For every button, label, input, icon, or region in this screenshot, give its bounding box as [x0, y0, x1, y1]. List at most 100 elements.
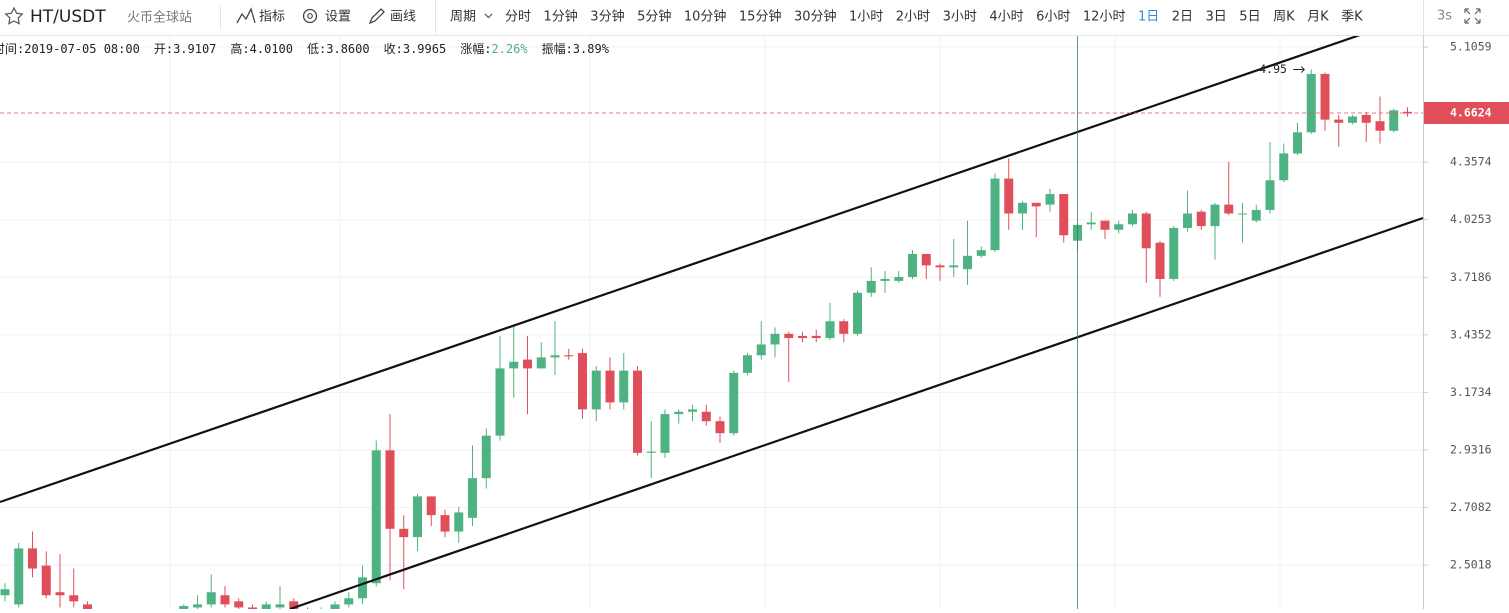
- info-label: 涨幅:: [460, 42, 492, 56]
- candle-body: [261, 604, 271, 609]
- period-button[interactable]: 1小时: [849, 10, 883, 25]
- candle-body: [1004, 178, 1014, 214]
- period-button[interactable]: 10分钟: [684, 9, 727, 25]
- candle-body: [591, 370, 601, 410]
- info-value: 3.9107: [173, 42, 217, 56]
- candle-body: [1224, 204, 1234, 214]
- candle-body: [358, 577, 367, 599]
- candle-body: [1251, 209, 1261, 221]
- candle-body: [1128, 213, 1137, 225]
- trend-channel: [0, 35, 1423, 609]
- candle-body: [69, 595, 79, 602]
- period-button[interactable]: 30分钟: [794, 9, 837, 25]
- candle-body: [1155, 242, 1165, 279]
- period-button[interactable]: 2日: [1172, 10, 1193, 25]
- candle-body: [756, 344, 766, 356]
- candle-body: [344, 598, 354, 605]
- settings-icon[interactable]: [302, 8, 318, 24]
- favorite-icon[interactable]: [4, 6, 24, 25]
- candle-body: [454, 512, 464, 532]
- indicator-icon[interactable]: [236, 7, 256, 24]
- candle-body: [509, 361, 519, 369]
- info-label: 低:: [307, 42, 327, 56]
- period-button[interactable]: 月K: [1307, 10, 1329, 25]
- y-tick-label: 3.7186: [1450, 270, 1492, 284]
- candle-body: [495, 368, 505, 436]
- draw-icon[interactable]: [368, 8, 385, 25]
- candle-body: [371, 450, 381, 584]
- chevron[interactable]: [484, 13, 493, 19]
- period-button[interactable]: 3分钟: [590, 9, 624, 25]
- candle-body: [1018, 202, 1027, 214]
- candle-body: [440, 515, 450, 532]
- candle-body: [28, 548, 37, 569]
- period-button[interactable]: 6小时: [1036, 10, 1070, 25]
- ohlc-info: 时间:2019-07-05 08:00开:3.9107高:4.0100低:3.8…: [0, 40, 609, 57]
- candle-body: [179, 605, 189, 609]
- candle-body: [536, 357, 546, 369]
- candle-body: [330, 604, 340, 609]
- tool-button[interactable]: 指标: [259, 10, 285, 25]
- period-menu[interactable]: 周期: [450, 10, 476, 25]
- settings-icon[interactable]: [307, 13, 313, 19]
- tool-button[interactable]: 设置: [325, 10, 351, 25]
- period-button[interactable]: 12小时: [1083, 10, 1126, 25]
- candle-body: [1045, 194, 1055, 205]
- info-item: 高:4.0100: [230, 40, 293, 57]
- trend-line[interactable]: [289, 216, 1423, 609]
- candle-body: [646, 451, 656, 453]
- candle-body: [935, 265, 945, 268]
- info-item: 时间:2019-07-05 08:00: [0, 40, 140, 57]
- period-button[interactable]: 3日: [1206, 10, 1227, 25]
- info-label: 高:: [230, 42, 250, 56]
- candle-body: [619, 370, 629, 403]
- period-button[interactable]: 1分钟: [544, 9, 578, 25]
- candle-body: [385, 450, 395, 529]
- info-label: 时间:: [0, 42, 25, 56]
- refresh-rate[interactable]: 3s: [1437, 9, 1452, 24]
- high-annotation: 4.95: [1259, 62, 1287, 76]
- candle-body: [413, 496, 422, 538]
- candle-body: [1169, 227, 1179, 279]
- y-tick-label: 5.1059: [1450, 40, 1492, 54]
- y-tick-label: 2.7082: [1450, 500, 1492, 514]
- period-button[interactable]: 5分钟: [637, 9, 671, 25]
- candle-body: [839, 321, 849, 334]
- exchange: 火币全球站: [127, 10, 192, 26]
- candle-body: [468, 478, 477, 518]
- period-button[interactable]: 3小时: [943, 10, 977, 25]
- period-button[interactable]: 15分钟: [739, 9, 782, 25]
- y-tick-label: 4.0253: [1450, 212, 1492, 226]
- trend-line[interactable]: [0, 35, 1361, 504]
- period-button[interactable]: 周K: [1273, 10, 1295, 25]
- period-button[interactable]: 分时: [505, 10, 531, 25]
- period-button[interactable]: 5日: [1239, 10, 1260, 25]
- candle-body: [481, 435, 491, 479]
- period-button[interactable]: 季K: [1341, 10, 1363, 25]
- candle-body: [1293, 132, 1302, 154]
- candle-body: [1348, 116, 1357, 123]
- candle-body: [83, 604, 92, 609]
- candle-body: [729, 372, 739, 434]
- candle-body: [55, 592, 65, 596]
- candle-body: [426, 496, 436, 516]
- candle-body: [976, 250, 986, 256]
- y-tick-label: 2.9316: [1450, 442, 1492, 456]
- candle-body: [688, 409, 697, 412]
- period-button[interactable]: 2小时: [896, 10, 930, 25]
- candle-body: [523, 359, 532, 369]
- period-button[interactable]: 1日: [1138, 10, 1159, 25]
- candle-body: [1403, 111, 1412, 114]
- candle-body: [275, 604, 285, 608]
- toolbar: [0, 0, 1509, 36]
- period-button[interactable]: 4小时: [989, 10, 1023, 25]
- candle-body: [1375, 121, 1385, 131]
- fullscreen-icon[interactable]: [1464, 8, 1481, 24]
- candle-body: [14, 548, 24, 605]
- info-value: 3.9965: [402, 42, 447, 56]
- candle-body: [701, 411, 711, 422]
- last-price-box: [1424, 102, 1509, 125]
- tool-button[interactable]: 画线: [390, 10, 416, 25]
- candle-body: [1196, 211, 1206, 227]
- candle-body: [880, 278, 890, 281]
